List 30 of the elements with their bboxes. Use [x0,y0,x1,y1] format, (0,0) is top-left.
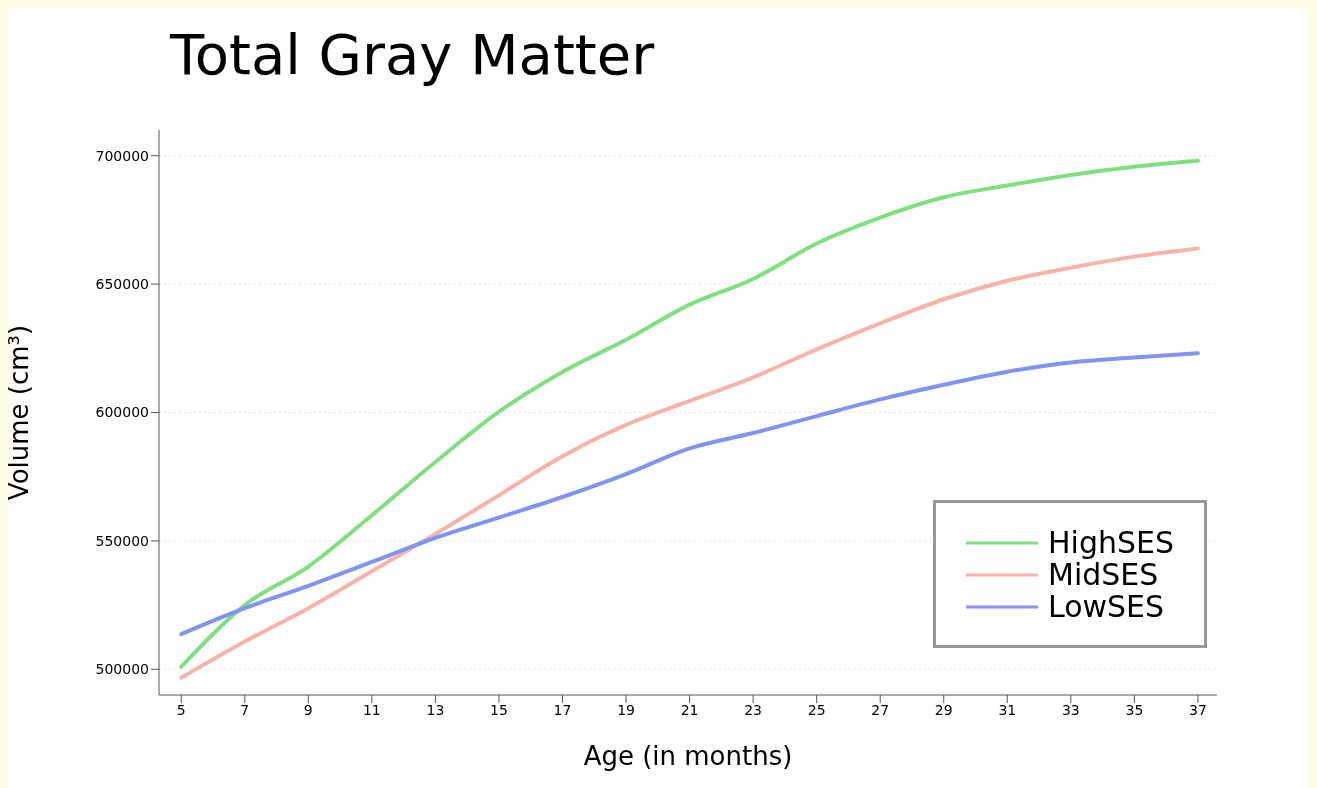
line-series [179,158,1200,669]
x-tick-label: 29 [934,701,953,718]
y-axis-title: Volume (cm³) [4,324,35,501]
x-tick-label: 31 [998,701,1017,718]
x-tick-label: 11 [362,701,381,718]
x-tick-label: 35 [1125,701,1144,718]
y-tick-label: 650000 [95,276,149,293]
y-tick-label: 550000 [95,532,149,549]
x-tick-label: 25 [807,701,826,718]
x-tick-label: 33 [1061,701,1080,718]
x-tick-label: 13 [426,701,445,718]
x-tick-label: 27 [871,701,890,718]
x-tick-label: 5 [176,701,186,718]
y-tick-label: 700000 [95,147,149,164]
legend-label: LowSES [1048,589,1165,624]
x-tick-label: 9 [303,701,313,718]
legend-label: HighSES [1048,525,1174,560]
x-tick-label: 37 [1189,701,1207,718]
chart-title: Total Gray Matter [170,22,655,87]
line-series [179,351,1200,637]
x-tick-label: 17 [553,701,572,718]
x-tick-label: 23 [744,701,763,718]
line-series [179,246,1200,680]
x-axis-title: Age (in months) [583,741,793,771]
x-tick-label: 15 [490,701,508,718]
x-tick-label: 19 [617,701,635,718]
y-tick-label: 500000 [95,661,149,678]
x-tick-label: 21 [680,701,699,718]
x-tick-label: 7 [240,701,250,718]
y-tick-label: 600000 [95,404,149,421]
